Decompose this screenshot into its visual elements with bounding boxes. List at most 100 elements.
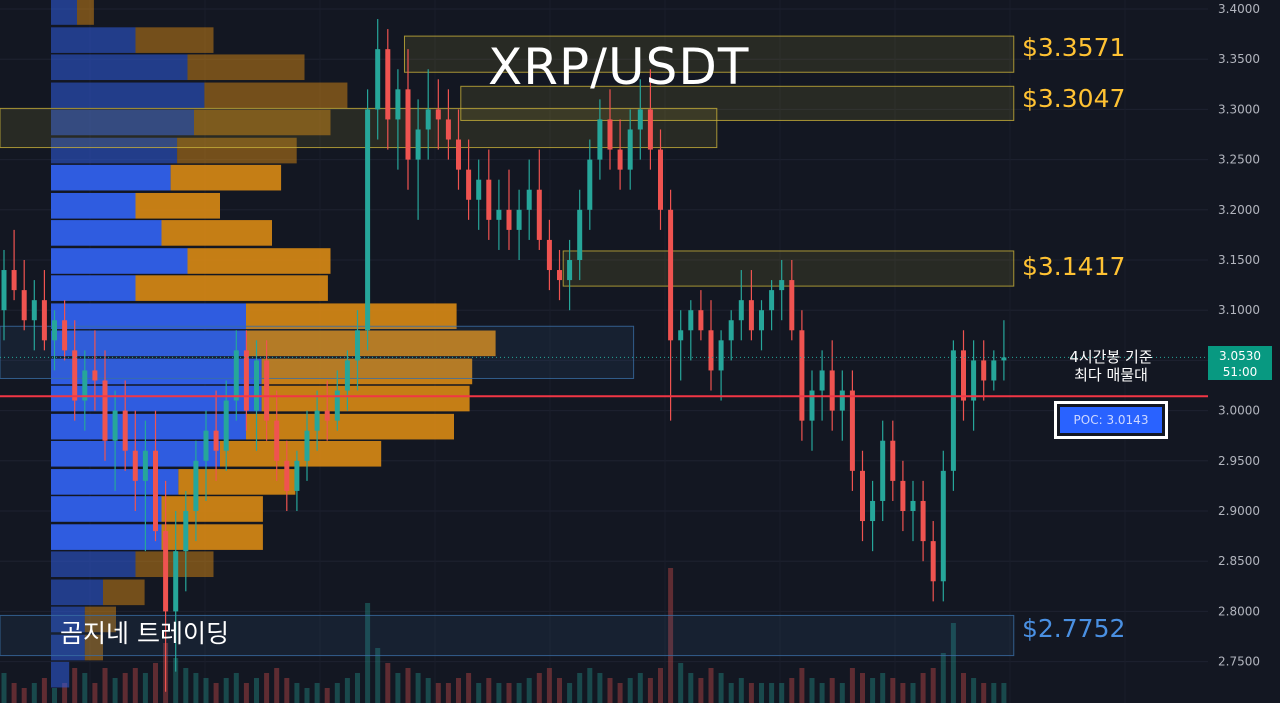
volume-bar [658,668,663,703]
volume-profile-buy-bar [51,137,178,164]
volume-bar [860,673,865,703]
candle-body [476,179,482,200]
candle-body [122,410,128,451]
volume-bar [466,673,472,703]
volume-bar [839,683,845,703]
volume-profile-sell-bar [161,496,263,522]
volume-bars [1,568,1007,703]
volume-bar [607,678,613,703]
volume-bar [971,678,977,703]
volume-profile-sell-bar [194,109,331,136]
candle-body [971,360,977,401]
volume-bar [62,683,68,703]
volume-bar [102,668,108,703]
volume-bar [769,683,775,703]
volume-profile-buy-bar [51,109,194,136]
candle-body [395,89,401,120]
volume-bar [910,683,916,703]
poc-label-box: POC: 3.0143 [1054,401,1168,439]
price-zone [0,614,1015,657]
candle-body [516,209,522,230]
candle-body [11,270,17,291]
volume-bar [274,668,280,703]
volume-profile-sell-bar [161,524,263,550]
volume-bar [284,678,290,703]
candle-body [819,370,825,391]
candle-body [637,109,643,130]
volume-profile-buy-bar [51,579,103,606]
volume-bar [496,683,502,703]
current-price-value: 3.0530 [1219,349,1261,363]
channel-watermark: 곰지네 트레이딩 [60,619,229,648]
volume-profile-buy-bar [51,303,246,330]
volume-profile-sell-bar [246,303,457,330]
candle-body [254,360,259,411]
volume-bar [617,683,623,703]
volume-bar [698,678,704,703]
poc-label: POC: 3.0143 [1060,407,1162,433]
candle-body [233,350,239,401]
volume-profile-sell-bar [261,385,470,412]
candle-body [243,350,249,411]
candle-body [658,149,663,210]
candle-body [627,129,633,170]
zone-label-2-7752: $2.7752 [1022,614,1126,643]
candle-body [153,450,158,532]
candle-body [304,430,310,461]
y-tick-label: 3.3000 [1218,102,1260,116]
volume-bar [637,673,643,703]
volume-bar [718,673,724,703]
volume-profile-buy-bar [51,220,162,246]
volume-bar [92,683,98,703]
candle-body [678,330,684,341]
volume-bar [688,673,694,703]
volume-bar [759,683,764,703]
candle-body [405,89,411,160]
volume-profile-buy-bar [51,27,136,53]
candle-body [466,169,472,200]
volume-profile-sell-bar [246,413,454,440]
volume-bar [991,683,997,703]
candle-body [849,390,855,471]
price-zone [403,35,1015,73]
volume-bar [668,568,674,703]
volume-bar [678,663,684,703]
volume-bar [476,683,482,703]
poc-note-line2: 최다 매물대 [1074,366,1148,384]
volume-bar [425,678,431,703]
candle-body [870,500,876,522]
volume-bar [405,668,411,703]
volume-bar [31,683,37,703]
candle-body [536,189,542,240]
candle-body [597,119,603,160]
volume-bar [890,678,896,703]
volume-bar [324,688,330,703]
volume-profile-buy-bar [51,524,162,550]
candle-body [546,239,552,271]
candle-body [930,541,936,582]
candle-body [324,410,330,421]
candle-body [698,310,704,331]
candle-body [486,179,492,220]
volume-bar [173,658,179,703]
volume-bar [52,688,57,703]
candle-body [173,551,179,612]
candle-body [728,320,734,341]
candle-body [900,480,906,511]
chart-title: XRP/USDT [488,38,750,96]
volume-bar [445,683,451,703]
candle-body [82,370,88,401]
candle-body [142,450,148,481]
candle-body [688,310,694,331]
volume-bar [82,673,88,703]
y-tick-label: 3.4000 [1218,2,1260,16]
volume-bar [900,683,906,703]
candle-body [860,470,865,522]
candle-body [415,129,421,160]
candle-body [334,390,340,421]
y-tick-label: 2.7500 [1218,655,1260,669]
volume-bar [1,673,7,703]
volume-bar [334,683,340,703]
candle-body [769,290,775,311]
